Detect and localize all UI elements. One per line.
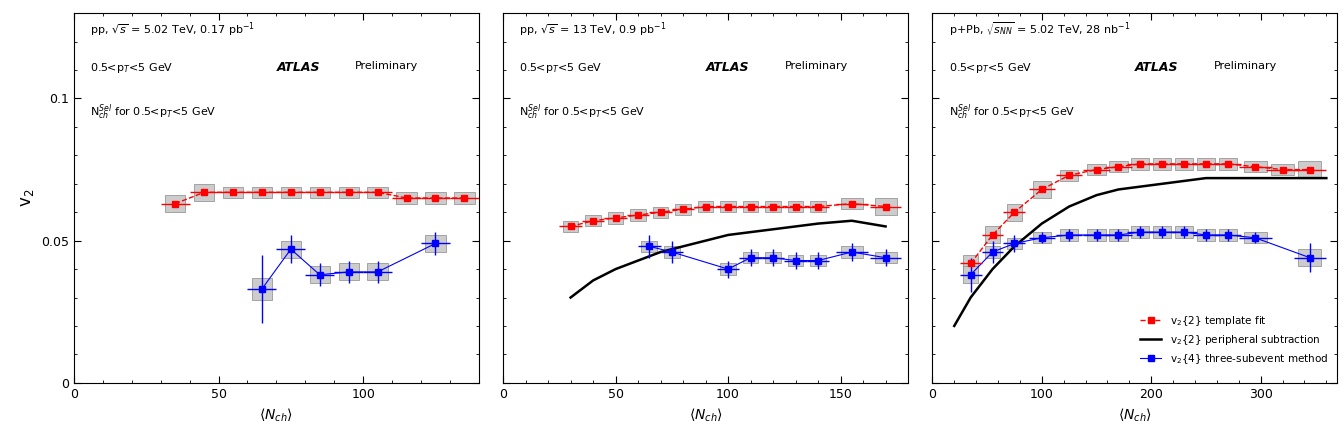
Bar <box>1243 232 1266 243</box>
Bar <box>810 255 827 266</box>
Bar <box>1109 229 1128 241</box>
Bar <box>1219 158 1236 169</box>
Bar <box>1132 227 1149 238</box>
Bar <box>1007 238 1021 249</box>
Bar <box>1007 204 1021 221</box>
Bar <box>720 264 737 275</box>
Bar <box>630 209 646 221</box>
Bar <box>985 227 1000 243</box>
Bar <box>841 198 863 209</box>
Bar <box>339 187 359 198</box>
Bar <box>675 204 691 215</box>
Text: Preliminary: Preliminary <box>355 61 418 71</box>
X-axis label: $\langle N_{ch} \rangle$: $\langle N_{ch} \rangle$ <box>1118 406 1152 424</box>
Text: ATLAS: ATLAS <box>706 61 749 74</box>
Bar <box>339 264 359 280</box>
Bar <box>1175 227 1193 238</box>
Bar <box>585 215 601 227</box>
Bar <box>964 266 978 283</box>
Bar <box>309 266 329 283</box>
Y-axis label: v$_{2}$: v$_{2}$ <box>17 189 35 207</box>
Bar <box>367 187 387 198</box>
Bar <box>1271 164 1294 175</box>
Bar <box>1109 161 1128 172</box>
Bar <box>1175 158 1193 169</box>
Bar <box>165 195 185 212</box>
Bar <box>788 255 804 266</box>
Bar <box>875 252 896 264</box>
Bar <box>1060 169 1078 181</box>
Bar <box>788 201 804 212</box>
Text: pp, $\sqrt{s}$ = 13 TeV, 0.9 pb$^{-1}$: pp, $\sqrt{s}$ = 13 TeV, 0.9 pb$^{-1}$ <box>519 21 667 39</box>
Bar <box>425 235 446 252</box>
Bar <box>810 201 827 212</box>
Bar <box>641 241 657 252</box>
Bar <box>1298 161 1321 178</box>
Bar <box>1032 181 1051 198</box>
Text: pp, $\sqrt{s}$ = 5.02 TeV, 0.17 pb$^{-1}$: pp, $\sqrt{s}$ = 5.02 TeV, 0.17 pb$^{-1}… <box>90 21 255 39</box>
Bar <box>367 264 387 280</box>
Bar <box>743 252 758 264</box>
Bar <box>653 206 668 218</box>
Bar <box>964 255 978 272</box>
X-axis label: $\langle N_{ch} \rangle$: $\langle N_{ch} \rangle$ <box>259 406 293 424</box>
Text: Preliminary: Preliminary <box>1214 61 1277 71</box>
Bar <box>1132 158 1149 169</box>
Text: ATLAS: ATLAS <box>277 61 320 74</box>
Text: 0.5<p$_{T}$<5 GeV: 0.5<p$_{T}$<5 GeV <box>90 61 173 75</box>
Text: p+Pb, $\sqrt{s_{NN}}$ = 5.02 TeV, 28 nb$^{-1}$: p+Pb, $\sqrt{s_{NN}}$ = 5.02 TeV, 28 nb$… <box>949 21 1130 38</box>
Bar <box>1060 229 1078 241</box>
Text: ATLAS: ATLAS <box>1134 61 1179 74</box>
Bar <box>765 252 781 264</box>
Bar <box>1196 158 1215 169</box>
Bar <box>223 187 243 198</box>
Bar <box>664 246 680 258</box>
Bar <box>1219 229 1236 241</box>
Bar <box>251 278 271 301</box>
Bar <box>251 187 271 198</box>
Bar <box>1087 229 1106 241</box>
Bar <box>281 187 301 198</box>
Bar <box>765 201 781 212</box>
Bar <box>309 187 329 198</box>
Bar <box>1243 161 1266 172</box>
Bar <box>1196 229 1215 241</box>
Bar <box>396 192 417 204</box>
Bar <box>720 201 737 212</box>
Bar <box>194 184 214 201</box>
Text: N$_{ch}^{Sel}$ for 0.5<p$_{T}$<5 GeV: N$_{ch}^{Sel}$ for 0.5<p$_{T}$<5 GeV <box>949 102 1075 121</box>
Bar <box>1153 227 1172 238</box>
Legend: v$_2${2} template fit, v$_2${2} peripheral subtraction, v$_2${4} three-subevent : v$_2${2} template fit, v$_2${2} peripher… <box>1136 310 1332 370</box>
Bar <box>1298 249 1321 266</box>
Bar <box>454 192 474 204</box>
X-axis label: $\langle N_{ch} \rangle$: $\langle N_{ch} \rangle$ <box>688 406 723 424</box>
Bar <box>743 201 758 212</box>
Bar <box>985 246 1000 258</box>
Text: 0.5<p$_{T}$<5 GeV: 0.5<p$_{T}$<5 GeV <box>519 61 602 75</box>
Text: N$_{ch}^{Sel}$ for 0.5<p$_{T}$<5 GeV: N$_{ch}^{Sel}$ for 0.5<p$_{T}$<5 GeV <box>90 102 216 121</box>
Bar <box>1087 164 1106 175</box>
Bar <box>875 198 896 215</box>
Bar <box>563 221 578 232</box>
Bar <box>425 192 446 204</box>
Bar <box>698 201 714 212</box>
Text: Preliminary: Preliminary <box>785 61 848 71</box>
Bar <box>1032 232 1051 243</box>
Text: N$_{ch}^{Sel}$ for 0.5<p$_{T}$<5 GeV: N$_{ch}^{Sel}$ for 0.5<p$_{T}$<5 GeV <box>519 102 645 121</box>
Bar <box>281 241 301 258</box>
Text: 0.5<p$_{T}$<5 GeV: 0.5<p$_{T}$<5 GeV <box>949 61 1032 75</box>
Bar <box>841 246 863 258</box>
Bar <box>1153 158 1172 169</box>
Bar <box>607 212 624 224</box>
